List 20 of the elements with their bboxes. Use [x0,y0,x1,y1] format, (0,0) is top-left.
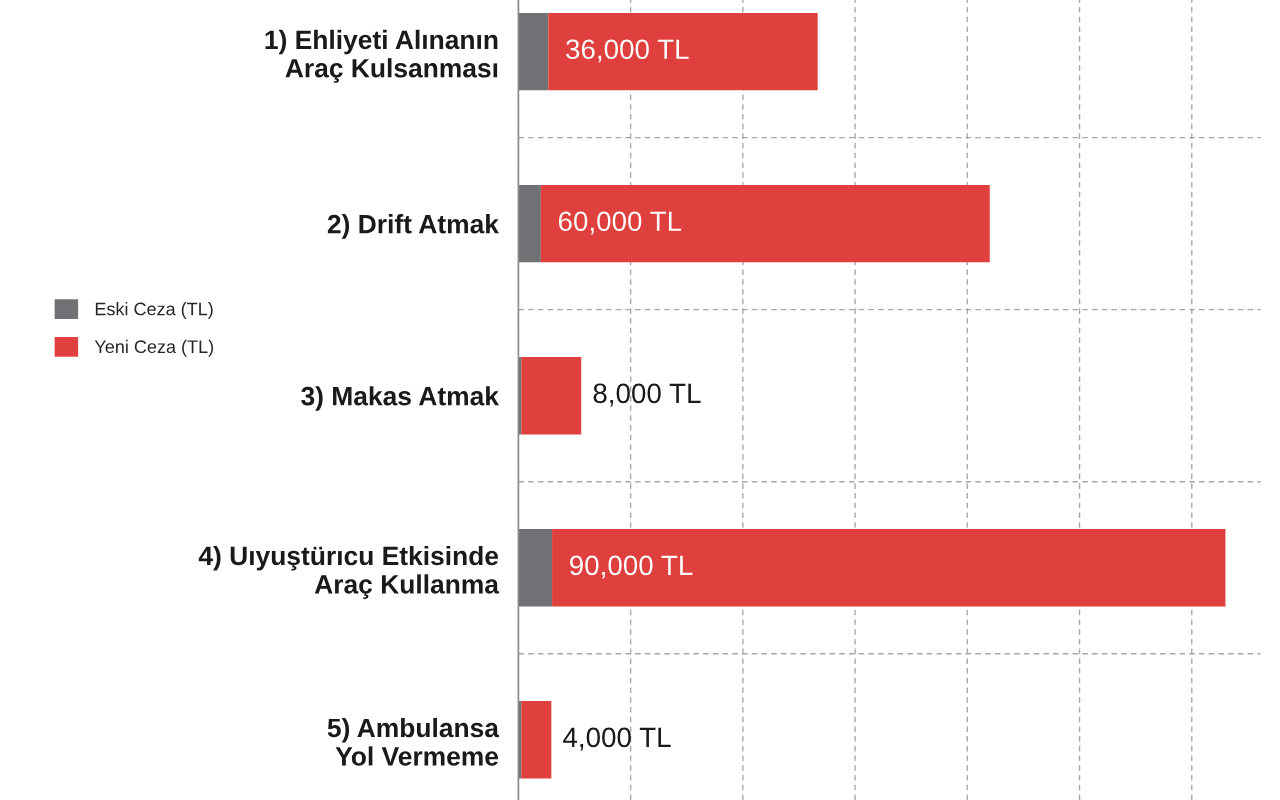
y-tick-label: 2) Drift Atmak [327,214,499,239]
y-tick-label: 3) Makas Atmak [301,386,499,411]
bar [518,12,549,91]
bar [521,356,582,435]
bar [518,529,553,607]
bar [521,701,552,779]
legend-label: Eski Ceza (TL) [95,302,213,319]
y-tick-label: 5) Ambulansa Yol Vermeme [327,717,500,766]
data-label: 8,000 TL [593,383,701,407]
y-tick-label: 1) Ehliyeti Alınanın Araç Kulsanması [265,29,498,83]
y-tick-label: 4) Uıyuştürıcu Etkisinde Araç Kullanma [198,545,500,599]
data-label: 60,000 TL [558,211,682,235]
bar [518,184,541,263]
data-label: 90,000 TL [570,555,693,579]
data-label: 36,000 TL [566,39,689,63]
bar [552,529,1226,607]
bar [548,12,818,91]
legend-label: Yeni Ceza (TL) [94,339,214,357]
bar [540,184,990,263]
data-label: 4,000 TL [563,727,671,751]
